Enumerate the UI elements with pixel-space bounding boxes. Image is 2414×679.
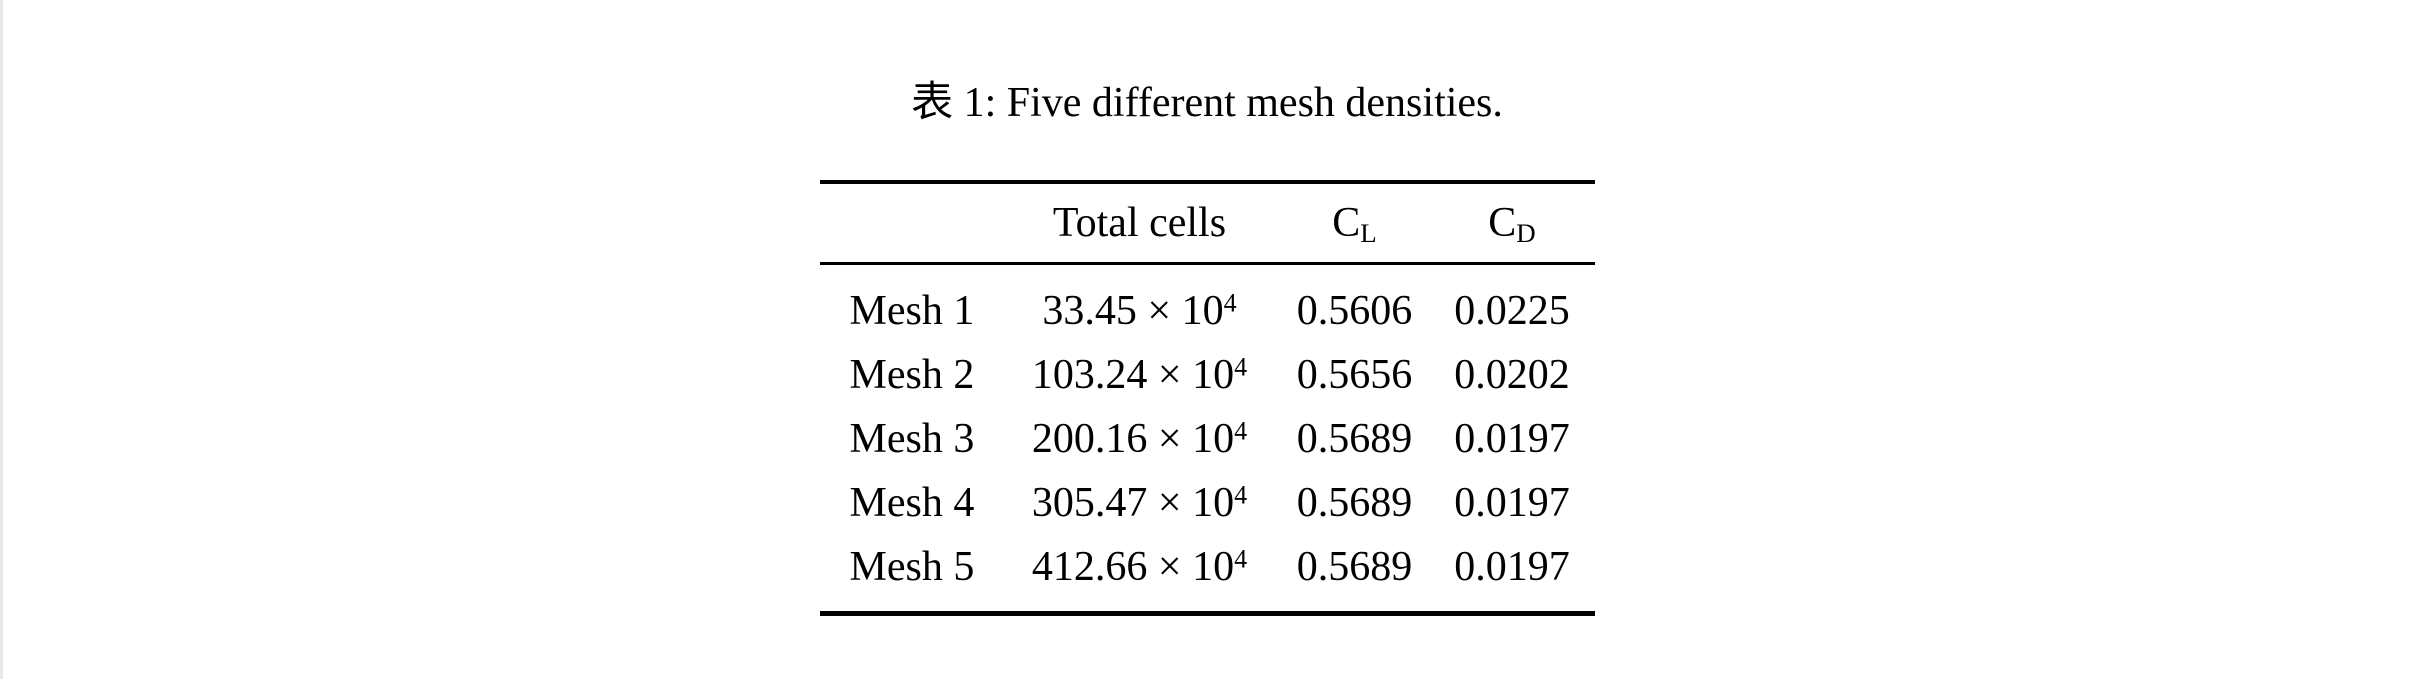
header-cd: CD <box>1429 182 1595 265</box>
total-cells-exponent: 4 <box>1234 416 1248 446</box>
cd-value: 0.0197 <box>1454 544 1570 590</box>
total-cells-value: 103.24 × 104 <box>1031 352 1248 398</box>
table-float: 表 1: Five different mesh densities. Tota… <box>757 76 1657 616</box>
header-cl-base: C <box>1332 200 1361 246</box>
total-cells-value: 412.66 × 104 <box>1031 544 1248 590</box>
table-caption: 表 1: Five different mesh densities. <box>757 76 1657 130</box>
mesh-label: Mesh 3 <box>849 416 975 462</box>
total-cells-value: 305.47 × 104 <box>1031 480 1248 526</box>
table-body: Mesh 1 33.45 × 104 0.5606 0.0225 Mesh 2 103.2… <box>820 264 1595 614</box>
header-cd-subscript: D <box>1516 217 1536 248</box>
table-row: Mesh 5 412.66 × 104 0.5689 0.0197 <box>820 535 1595 614</box>
total-cells-value: 200.16 × 104 <box>1031 416 1248 462</box>
cl-value: 0.5689 <box>1296 480 1413 526</box>
table-header: Total cells CL CD <box>819 182 1595 265</box>
header-row: Total cells CL CD <box>819 182 1595 265</box>
cl-value: 0.5606 <box>1296 288 1413 334</box>
table-caption-text: 表 1: Five different mesh densities. <box>911 80 1503 126</box>
cl-value: 0.5689 <box>1296 416 1413 462</box>
mesh-label: Mesh 4 <box>849 480 975 526</box>
cd-value: 0.0225 <box>1454 288 1570 334</box>
total-cells-exponent: 4 <box>1234 352 1248 382</box>
header-cl-subscript: L <box>1360 217 1377 248</box>
mesh-label: Mesh 1 <box>849 288 975 334</box>
cl-value: 0.5689 <box>1296 544 1413 590</box>
table-row: Mesh 1 33.45 × 104 0.5606 0.0225 <box>820 264 1595 344</box>
mesh-label: Mesh 5 <box>849 544 975 590</box>
total-cells-exponent: 4 <box>1223 288 1237 318</box>
window-left-edge <box>0 0 3 679</box>
table-row: Mesh 4 305.47 × 104 0.5689 0.0197 <box>820 471 1595 535</box>
header-cl: CL <box>1279 182 1430 265</box>
cd-value: 0.0197 <box>1454 480 1570 526</box>
mesh-density-table: Total cells CL CD Mesh 1 33.45 × 104 0.560… <box>819 180 1595 616</box>
table-row: Mesh 3 200.16 × 104 0.5689 0.0197 <box>820 407 1595 471</box>
header-cd-base: C <box>1488 200 1517 246</box>
cd-value: 0.0202 <box>1454 352 1570 398</box>
header-total-cells: Total cells <box>999 182 1280 265</box>
total-cells-exponent: 4 <box>1234 544 1248 574</box>
table-row: Mesh 2 103.24 × 104 0.5656 0.0202 <box>820 343 1595 407</box>
cd-value: 0.0197 <box>1454 416 1570 462</box>
total-cells-exponent: 4 <box>1234 480 1248 510</box>
cl-value: 0.5656 <box>1296 352 1413 398</box>
total-cells-value: 33.45 × 104 <box>1042 288 1237 334</box>
header-empty-cell <box>819 182 1000 265</box>
mesh-label: Mesh 2 <box>849 352 975 398</box>
